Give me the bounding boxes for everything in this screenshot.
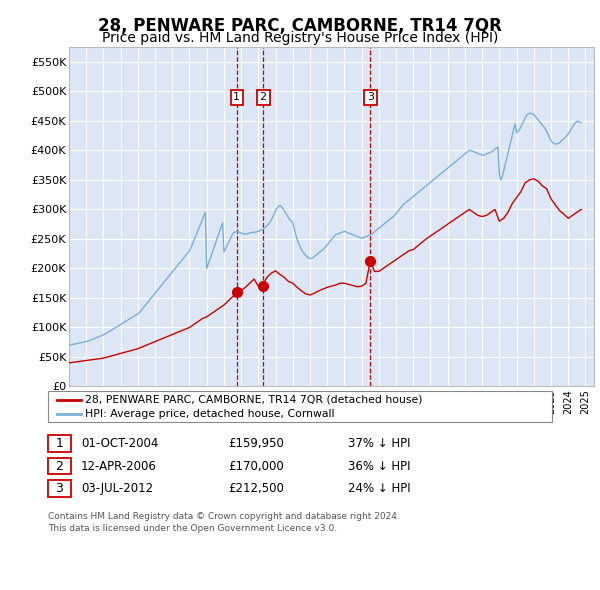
Text: This data is licensed under the Open Government Licence v3.0.: This data is licensed under the Open Gov…: [48, 524, 337, 533]
Text: HPI: Average price, detached house, Cornwall: HPI: Average price, detached house, Corn…: [85, 409, 335, 419]
Text: 12-APR-2006: 12-APR-2006: [81, 460, 157, 473]
Text: 3: 3: [55, 482, 64, 495]
Text: 01-OCT-2004: 01-OCT-2004: [81, 437, 158, 450]
Text: £170,000: £170,000: [228, 460, 284, 473]
Text: 24% ↓ HPI: 24% ↓ HPI: [348, 482, 410, 495]
Text: 37% ↓ HPI: 37% ↓ HPI: [348, 437, 410, 450]
Text: £212,500: £212,500: [228, 482, 284, 495]
Text: Contains HM Land Registry data © Crown copyright and database right 2024.: Contains HM Land Registry data © Crown c…: [48, 512, 400, 521]
Text: 3: 3: [367, 93, 374, 102]
Text: 28, PENWARE PARC, CAMBORNE, TR14 7QR (detached house): 28, PENWARE PARC, CAMBORNE, TR14 7QR (de…: [85, 395, 422, 405]
Text: 1: 1: [233, 93, 241, 102]
Text: 2: 2: [55, 460, 64, 473]
Text: Price paid vs. HM Land Registry's House Price Index (HPI): Price paid vs. HM Land Registry's House …: [102, 31, 498, 45]
Text: 03-JUL-2012: 03-JUL-2012: [81, 482, 153, 495]
Text: 1: 1: [55, 437, 64, 450]
Text: 28, PENWARE PARC, CAMBORNE, TR14 7QR: 28, PENWARE PARC, CAMBORNE, TR14 7QR: [98, 17, 502, 35]
Text: 2: 2: [260, 93, 267, 102]
Text: 36% ↓ HPI: 36% ↓ HPI: [348, 460, 410, 473]
Text: £159,950: £159,950: [228, 437, 284, 450]
